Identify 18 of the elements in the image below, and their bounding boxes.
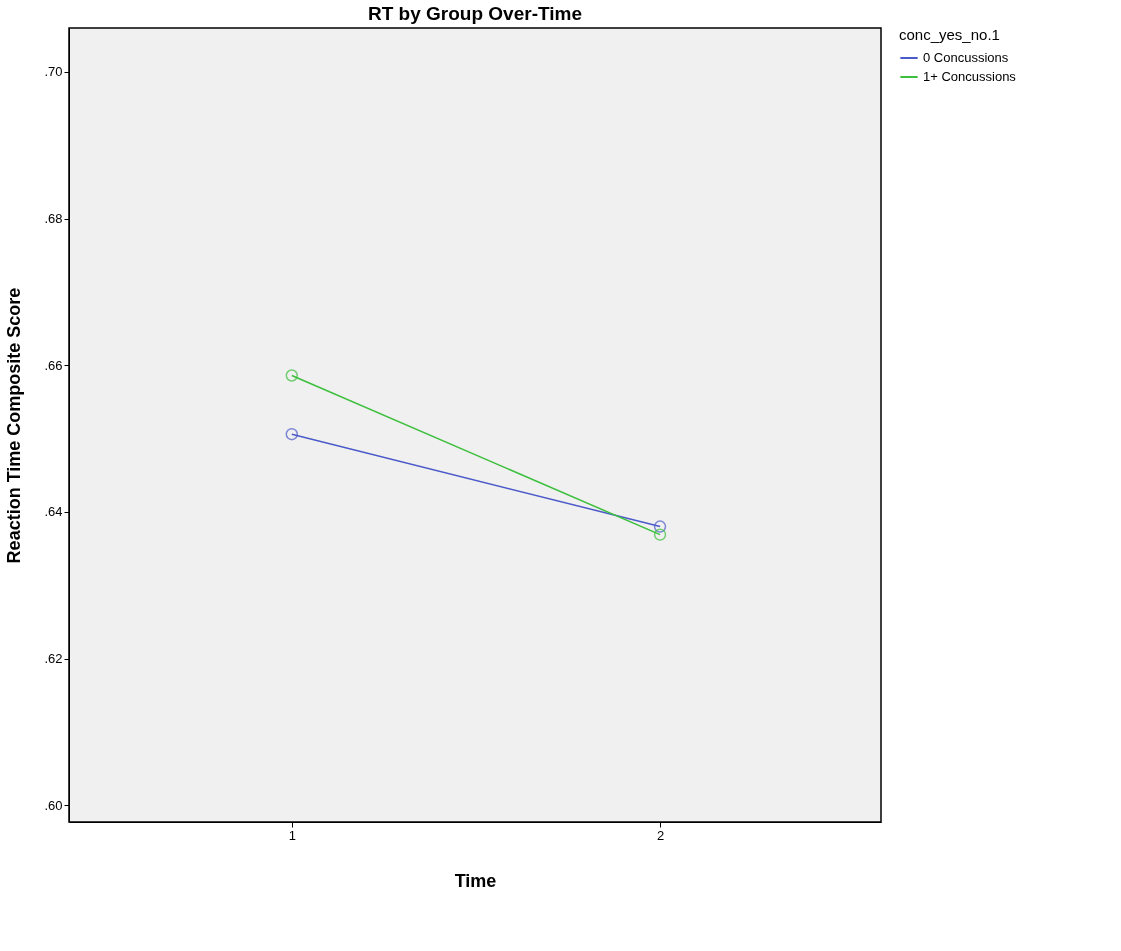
y-tick-label: .66 — [44, 357, 63, 373]
y-tick-label: .68 — [44, 211, 63, 227]
x-axis-title: Time — [454, 870, 497, 891]
y-tick-label: .60 — [44, 797, 63, 813]
y-tick-label: .62 — [44, 651, 63, 667]
chart-title: RT by Group Over-Time — [368, 3, 582, 24]
legend-label: 0 Concussions — [923, 50, 1009, 65]
y-axis-title: Reaction Time Composite Score — [4, 287, 25, 564]
point — [653, 520, 667, 533]
x-tick-label: 2 — [656, 827, 665, 843]
point — [653, 528, 667, 541]
point — [285, 427, 299, 441]
y-tick-label: .70 — [44, 64, 63, 80]
legend-label: 1+ Concussions — [923, 69, 1017, 84]
x-tick-label: 1 — [288, 827, 296, 843]
legend-title: conc_yes_no.1 — [899, 26, 1000, 43]
point — [285, 369, 299, 382]
y-tick-label: .64 — [44, 504, 63, 520]
